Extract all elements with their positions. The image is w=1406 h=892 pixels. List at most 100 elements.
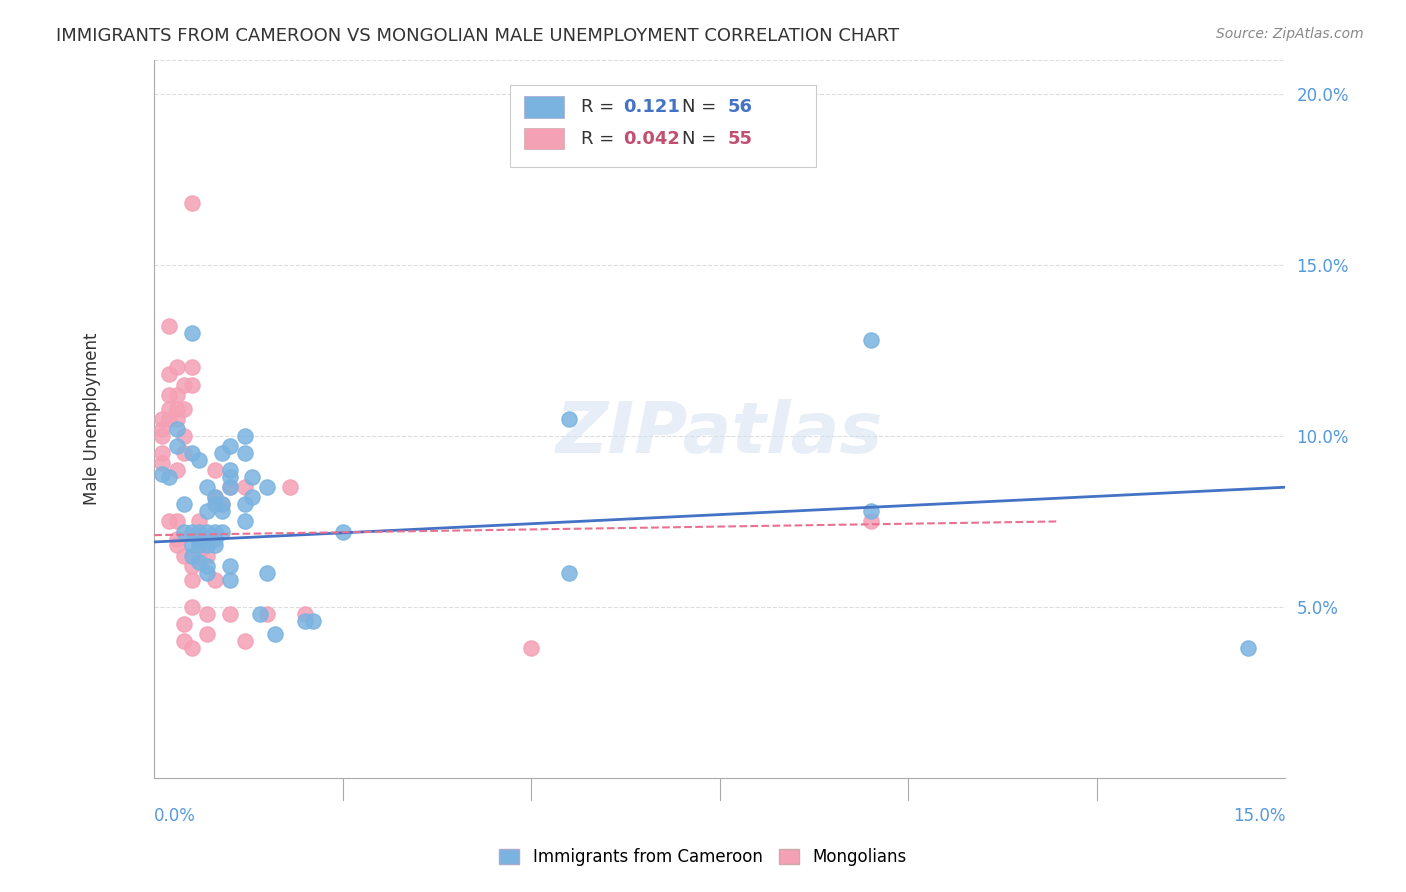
Point (195, 532, 218, 546)
Point (188, 532, 211, 546)
Point (256, 607, 278, 621)
Point (181, 640, 204, 655)
Point (166, 412, 188, 426)
Point (859, 504, 882, 518)
Point (204, 532, 226, 546)
Point (181, 326, 204, 341)
Point (173, 377, 195, 392)
Point (211, 497, 233, 511)
Point (211, 504, 233, 518)
Point (188, 532, 211, 546)
Point (188, 524, 211, 539)
Point (166, 439, 188, 453)
Point (150, 429, 173, 443)
Point (204, 491, 226, 505)
Point (181, 360, 204, 375)
Point (181, 377, 204, 392)
Point (195, 549, 218, 563)
Text: N =: N = (682, 129, 723, 147)
Point (218, 470, 240, 484)
Point (218, 573, 240, 587)
Point (204, 538, 226, 552)
Point (157, 319, 180, 334)
Point (173, 524, 195, 539)
Point (188, 538, 211, 552)
Point (195, 607, 218, 621)
Point (240, 470, 263, 484)
Point (150, 446, 173, 460)
Point (173, 634, 195, 648)
Point (173, 497, 195, 511)
Point (188, 515, 211, 529)
Point (188, 538, 211, 552)
Point (218, 558, 240, 573)
Point (166, 538, 188, 552)
Point (204, 497, 226, 511)
Point (157, 388, 180, 402)
Point (218, 480, 240, 494)
Point (218, 439, 240, 453)
Point (249, 607, 271, 621)
Point (859, 515, 882, 529)
Point (859, 333, 882, 347)
Point (263, 627, 285, 641)
Point (181, 558, 204, 573)
Point (166, 463, 188, 477)
Point (558, 412, 581, 426)
Point (233, 634, 256, 648)
Point (256, 566, 278, 580)
Point (211, 524, 233, 539)
Point (195, 480, 218, 494)
Point (181, 599, 204, 614)
Point (166, 515, 188, 529)
Point (157, 412, 180, 426)
FancyBboxPatch shape (524, 128, 564, 149)
Point (181, 524, 204, 539)
Point (278, 480, 301, 494)
Point (195, 524, 218, 539)
Text: Male Unemployment: Male Unemployment (83, 333, 101, 505)
Text: 0.121: 0.121 (624, 98, 681, 116)
Text: 56: 56 (728, 98, 752, 116)
Point (332, 524, 354, 539)
Legend: Immigrants from Cameroon, Mongolians: Immigrants from Cameroon, Mongolians (491, 840, 915, 875)
Point (195, 627, 218, 641)
Point (181, 196, 204, 211)
Point (294, 614, 316, 628)
Point (188, 556, 211, 570)
FancyBboxPatch shape (510, 85, 815, 168)
Point (195, 566, 218, 580)
Point (173, 617, 195, 632)
Point (181, 573, 204, 587)
Text: R =: R = (581, 129, 620, 147)
Text: Source: ZipAtlas.com: Source: ZipAtlas.com (1216, 27, 1364, 41)
Point (188, 549, 211, 563)
Text: ZIPatlas: ZIPatlas (555, 399, 883, 467)
Point (181, 446, 204, 460)
Point (166, 422, 188, 436)
Point (173, 401, 195, 416)
Point (233, 446, 256, 460)
Point (233, 515, 256, 529)
Point (157, 401, 180, 416)
Point (150, 456, 173, 470)
Point (166, 388, 188, 402)
Point (233, 480, 256, 494)
Point (166, 532, 188, 546)
Point (218, 607, 240, 621)
Point (150, 467, 173, 481)
Point (558, 566, 581, 580)
Point (204, 491, 226, 505)
Point (173, 429, 195, 443)
Text: IMMIGRANTS FROM CAMEROON VS MONGOLIAN MALE UNEMPLOYMENT CORRELATION CHART: IMMIGRANTS FROM CAMEROON VS MONGOLIAN MA… (56, 27, 900, 45)
Point (301, 614, 323, 628)
Point (218, 480, 240, 494)
Point (204, 463, 226, 477)
FancyBboxPatch shape (524, 96, 564, 118)
Point (150, 422, 173, 436)
Point (195, 504, 218, 518)
Point (211, 446, 233, 460)
Point (157, 368, 180, 382)
Point (520, 640, 543, 655)
Text: 15.0%: 15.0% (1233, 806, 1285, 825)
